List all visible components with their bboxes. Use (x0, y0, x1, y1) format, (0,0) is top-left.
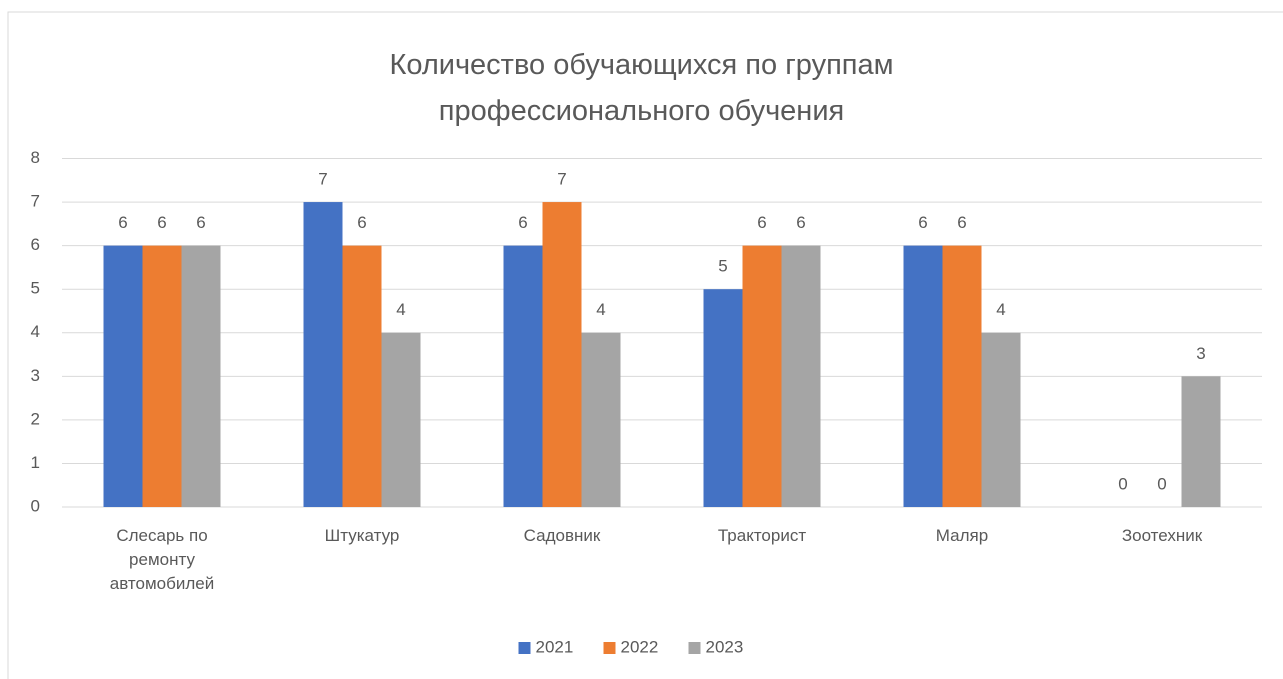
bar (942, 245, 982, 507)
data-label: 3 (1196, 344, 1205, 363)
legend-label: 2022 (621, 637, 659, 656)
x-tick-label: Зоотехник (1121, 526, 1203, 545)
data-label: 6 (157, 213, 166, 232)
y-tick-label: 0 (31, 496, 40, 515)
data-label: 6 (118, 213, 127, 232)
bar (742, 245, 782, 507)
legend-label: 2023 (706, 637, 744, 656)
bar (381, 332, 421, 507)
legend-swatch (688, 642, 701, 654)
bar (142, 245, 182, 507)
data-label: 4 (396, 300, 405, 319)
data-label: 6 (918, 213, 927, 232)
data-label: 4 (596, 300, 605, 319)
data-label: 6 (757, 213, 766, 232)
bar (581, 332, 621, 507)
x-tick-label: Штукатур (324, 526, 400, 545)
bar (1181, 376, 1221, 507)
bar (342, 245, 382, 507)
y-tick-label: 2 (31, 409, 40, 428)
x-tick-label: Садовник (523, 526, 601, 545)
x-tick-label: Тракторист (717, 526, 807, 545)
data-label: 0 (1118, 474, 1127, 493)
bar (542, 202, 582, 507)
legend-swatch (603, 642, 616, 654)
data-label: 6 (796, 213, 805, 232)
data-label: 7 (318, 170, 327, 189)
y-tick-label: 8 (31, 148, 40, 167)
legend-label: 2021 (536, 637, 574, 656)
bar (781, 245, 821, 507)
y-tick-label: 1 (31, 453, 40, 472)
bar (903, 245, 943, 507)
data-label: 6 (957, 213, 966, 232)
data-label: 5 (718, 257, 727, 276)
x-tick-label: Слесарь по ремонту автомобилей (109, 526, 215, 593)
chart-title: Количество обучающихся по группам профес… (389, 49, 894, 127)
data-label: 6 (518, 213, 527, 232)
bar (503, 245, 543, 507)
data-label: 0 (1157, 474, 1166, 493)
data-label: 7 (557, 170, 566, 189)
bar (703, 289, 743, 507)
data-label: 6 (357, 213, 366, 232)
bar (181, 245, 221, 507)
y-tick-label: 4 (31, 322, 40, 341)
x-tick-label: Маляр (935, 526, 989, 545)
y-tick-label: 5 (31, 279, 40, 298)
bar (981, 332, 1021, 507)
data-label: 4 (996, 300, 1005, 319)
y-tick-label: 3 (31, 366, 40, 385)
chart-border (7, 11, 1283, 679)
data-label: 6 (196, 213, 205, 232)
y-tick-label: 6 (31, 235, 40, 254)
legend-swatch (518, 642, 531, 654)
y-tick-label: 7 (31, 192, 40, 211)
bar (103, 245, 143, 507)
bar (303, 202, 343, 507)
